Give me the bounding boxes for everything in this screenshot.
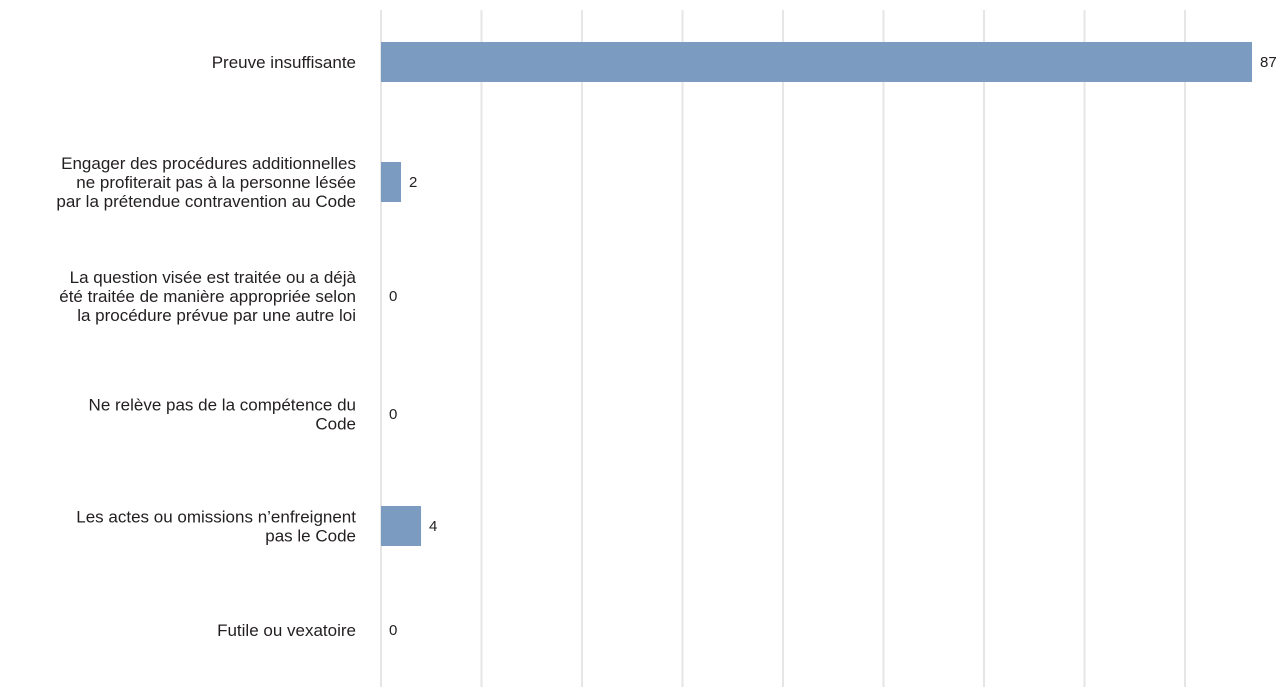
value-label: 0 xyxy=(389,288,397,305)
category-label-line: Engager des procédures additionnelles xyxy=(61,154,356,173)
category-label-line: Les actes ou omissions n’enfreignent xyxy=(76,508,356,527)
bar xyxy=(381,162,402,202)
value-labels: 87 2 0 0 4 0 xyxy=(389,54,1277,639)
value-label: 0 xyxy=(389,406,397,423)
category-label-line: Futile ou vexatoire xyxy=(217,621,356,640)
category-label-line: la procédure prévue par une autre loi xyxy=(77,306,356,325)
value-label: 2 xyxy=(409,174,417,191)
category-label-line: Ne relève pas de la compétence du xyxy=(89,396,356,415)
category-label-line: Preuve insuffisante xyxy=(212,53,356,72)
value-label: 87 xyxy=(1260,54,1277,71)
category-label: Les actes ou omissions n’enfreignent pas … xyxy=(76,508,356,546)
value-label: 0 xyxy=(389,622,397,639)
category-label-line: La question visée est traitée ou a déjà xyxy=(70,268,357,287)
category-label-line: été traitée de manière appropriée selon xyxy=(59,287,356,306)
category-label-line: pas le Code xyxy=(265,527,356,546)
category-label: Futile ou vexatoire xyxy=(217,621,356,640)
category-label-line: Code xyxy=(315,415,356,434)
bar xyxy=(381,506,422,546)
gridlines xyxy=(380,10,1186,687)
category-label: Preuve insuffisante xyxy=(212,53,356,72)
bar xyxy=(381,42,1252,82)
bars xyxy=(381,42,1252,546)
category-label: La question visée est traitée ou a déjà é… xyxy=(59,268,356,325)
category-label-line: ne profiterait pas à la personne lésée xyxy=(76,173,356,192)
category-label-line: par la prétendue contravention au Code xyxy=(56,192,356,211)
category-labels: Preuve insuffisante Engager des procédure… xyxy=(56,53,356,640)
category-label: Ne relève pas de la compétence du Code xyxy=(89,396,356,434)
category-label: Engager des procédures additionnelles ne … xyxy=(56,154,356,211)
value-label: 4 xyxy=(429,518,437,535)
